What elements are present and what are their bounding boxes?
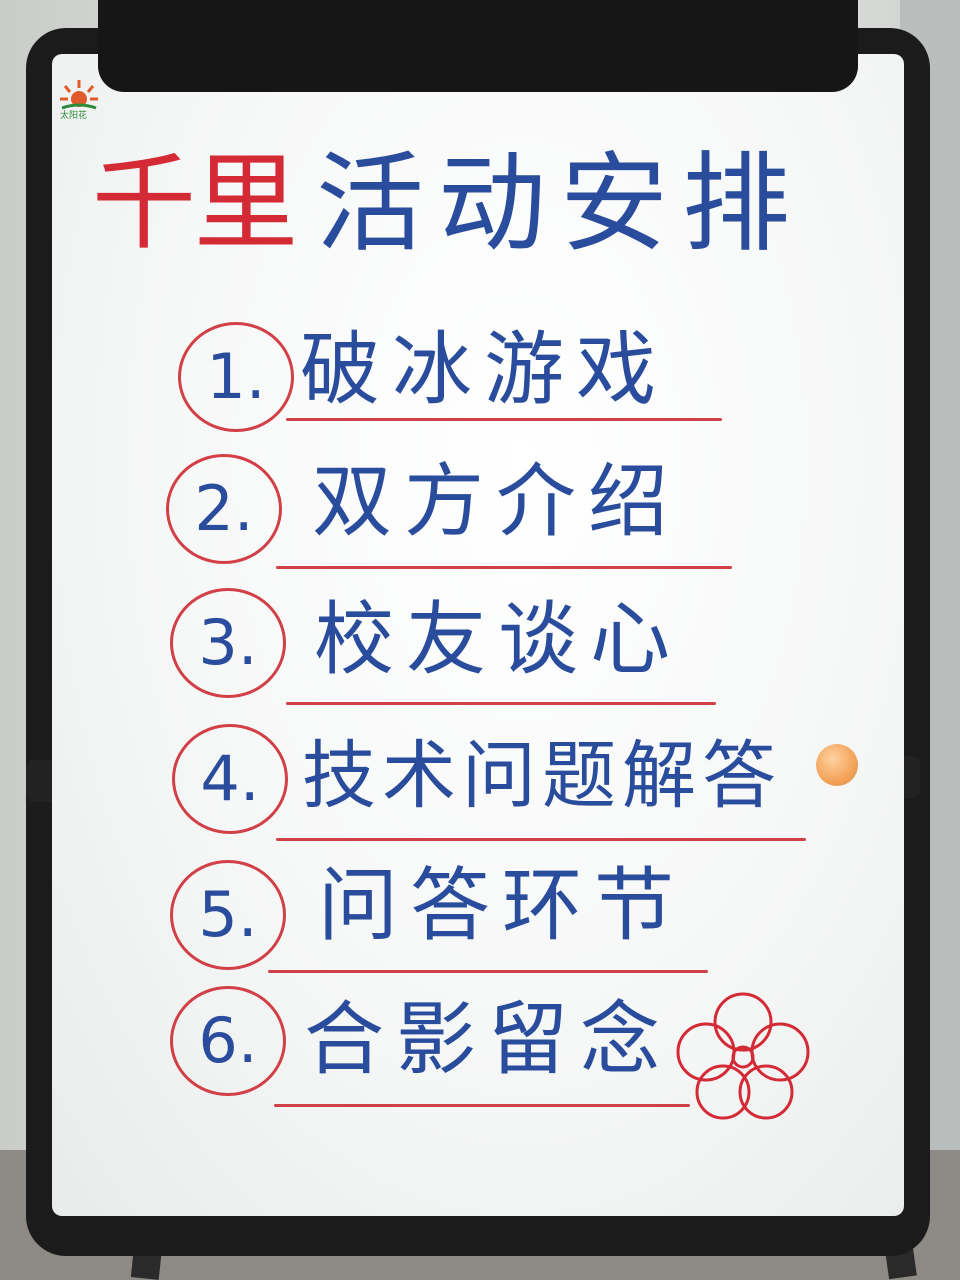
item-number-2: 2. [166,454,282,564]
flower-doodle-icon [676,992,810,1120]
sun-logo-icon [60,80,98,110]
underline-6 [274,1104,690,1107]
item-text-2: 双方介绍 [312,455,680,548]
item-text-4: 技术问题解答 [302,733,782,819]
logo-text: 太阳花 [60,111,88,121]
item-number-1: 1. [178,322,294,432]
item-number-3: 3. [170,588,286,698]
underline-5 [268,970,708,973]
item-number-5: 5. [170,860,286,970]
item-number-4: 4. [172,724,288,834]
item-text-1: 破冰游戏 [300,323,668,416]
underline-4 [276,838,806,841]
paper-clip-bar [98,0,858,92]
underline-3 [286,702,716,705]
item-text-3: 校友谈心 [314,593,682,686]
orange-magnet [816,744,858,786]
underline-2 [276,566,732,569]
item-number-6: 6. [170,986,286,1096]
item-text-5: 问答环节 [318,859,686,952]
title-blue: 活动安排 [316,142,805,267]
item-text-6: 合影留念 [304,993,672,1086]
underline-1 [286,418,722,421]
title-red: 千里 [92,142,298,264]
